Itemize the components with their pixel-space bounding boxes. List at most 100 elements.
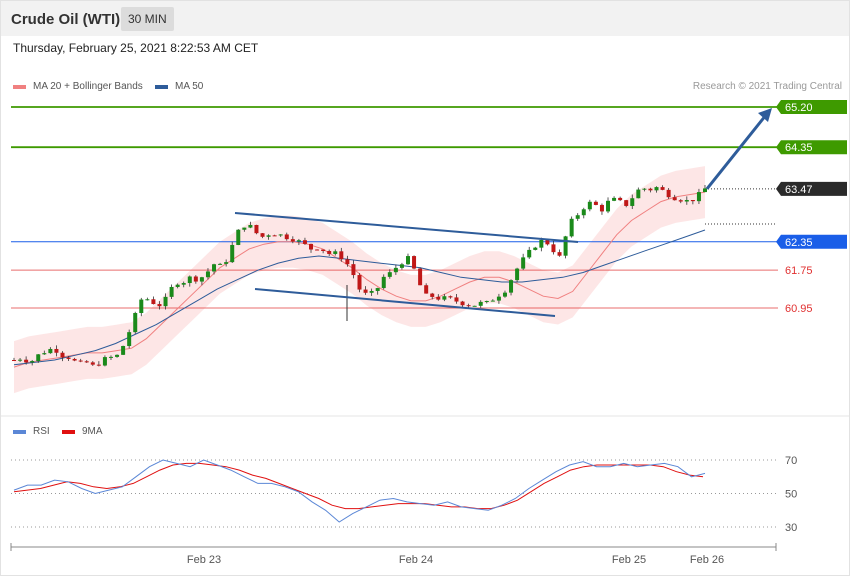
candle-body	[163, 296, 168, 307]
ma20-legend-label: MA 20 + Bollinger Bands	[33, 81, 143, 92]
ma9-swatch	[62, 429, 75, 434]
candle-body	[630, 198, 635, 206]
candle-body	[527, 249, 532, 258]
candle-body	[84, 361, 89, 363]
candle-body	[260, 233, 265, 237]
candle-body	[381, 276, 386, 289]
candle-body	[418, 268, 423, 286]
candle-body	[327, 250, 332, 254]
level-label-62.35: 62.35	[785, 237, 813, 249]
rsi-tick-50: 50	[785, 489, 797, 501]
ma50-swatch	[155, 84, 168, 89]
candle-body	[121, 345, 126, 355]
candle-body	[248, 224, 253, 228]
ma50-legend-label: MA 50	[175, 81, 204, 92]
candle-body	[78, 360, 83, 362]
rsi-tick-30: 30	[785, 522, 797, 534]
x-tick-label: Feb 23	[187, 554, 221, 566]
forecast-arrow-head	[758, 108, 772, 122]
candle-body	[199, 277, 204, 282]
timeframe-badge[interactable]: 30 MIN	[121, 7, 174, 31]
candle-body	[606, 200, 611, 212]
candle-body	[678, 200, 683, 202]
candle-body	[557, 252, 562, 256]
level-label-60.95: 60.95	[785, 303, 813, 315]
candle-body	[339, 251, 344, 260]
candle-body	[502, 292, 507, 297]
candle-body	[133, 313, 138, 333]
candle-body	[102, 357, 107, 366]
legend-rsi: RSI	[13, 426, 50, 437]
level-label-63.47: 63.47	[785, 184, 813, 196]
candle-body	[436, 296, 441, 300]
x-tick-label: Feb 24	[399, 554, 433, 566]
legend-9ma: 9MA	[62, 426, 103, 437]
candle-body	[12, 360, 16, 362]
candle-body	[145, 299, 150, 301]
candle-body	[587, 201, 592, 210]
candle-body	[636, 189, 641, 199]
candle-body	[224, 262, 229, 264]
candle-body	[478, 301, 483, 306]
candle-body	[575, 215, 580, 219]
candle-body	[175, 284, 180, 287]
level-tag-64.35	[776, 140, 847, 155]
candle-body	[387, 272, 392, 277]
candle-body	[545, 239, 550, 245]
candle-body	[96, 364, 101, 366]
candle-body	[236, 229, 241, 245]
candle-body	[515, 268, 520, 281]
candle-body	[581, 209, 586, 216]
x-tick-label: Feb 26	[690, 554, 724, 566]
candle-body	[642, 188, 647, 190]
candle-body	[412, 256, 417, 269]
candle-body	[127, 332, 132, 346]
level-label-65.20: 65.20	[785, 102, 813, 114]
candle-body	[333, 251, 338, 254]
candle-body	[357, 275, 362, 290]
candle-body	[599, 204, 604, 212]
candle-body	[448, 296, 453, 298]
candle-body	[108, 356, 113, 358]
candle-body	[266, 235, 271, 237]
level-label-64.35: 64.35	[785, 142, 813, 154]
candle-body	[24, 359, 29, 363]
candle-body	[309, 243, 314, 250]
candle-body	[484, 300, 489, 302]
candle-body	[60, 352, 65, 358]
candle-body	[618, 197, 623, 201]
forecast-arrow-shaft	[705, 114, 768, 190]
candle-body	[139, 299, 144, 314]
instrument-title: Crude Oil (WTI)	[11, 11, 121, 28]
candle-body	[187, 276, 192, 284]
candle-body	[36, 354, 41, 362]
candle-body	[212, 264, 217, 272]
candle-body	[466, 305, 471, 307]
candle-body	[345, 259, 350, 265]
rsi-9ma-line	[13, 462, 704, 510]
candle-body	[569, 218, 574, 237]
candle-body	[399, 264, 404, 268]
candle-body	[460, 301, 465, 306]
candle-body	[430, 293, 435, 297]
candle-body	[272, 235, 277, 237]
candle-body	[375, 288, 380, 291]
candle-body	[363, 289, 368, 293]
candle-body	[66, 357, 71, 359]
candle-body	[672, 197, 677, 201]
candle-body	[18, 359, 23, 361]
candle-body	[660, 187, 665, 190]
candle-body	[230, 244, 235, 263]
candle-body	[539, 239, 544, 248]
candle-body	[302, 240, 307, 244]
candle-body	[690, 199, 695, 202]
candle-body	[30, 361, 35, 363]
candle-body	[315, 249, 320, 251]
candle-body	[666, 189, 671, 198]
x-tick-label: Feb 25	[612, 554, 646, 566]
timestamp: Thursday, February 25, 2021 8:22:53 AM C…	[13, 41, 259, 55]
candle-body	[521, 257, 526, 269]
level-tag-62.35	[776, 234, 847, 249]
candle-body	[654, 187, 659, 191]
channel-lower-line	[254, 288, 556, 317]
